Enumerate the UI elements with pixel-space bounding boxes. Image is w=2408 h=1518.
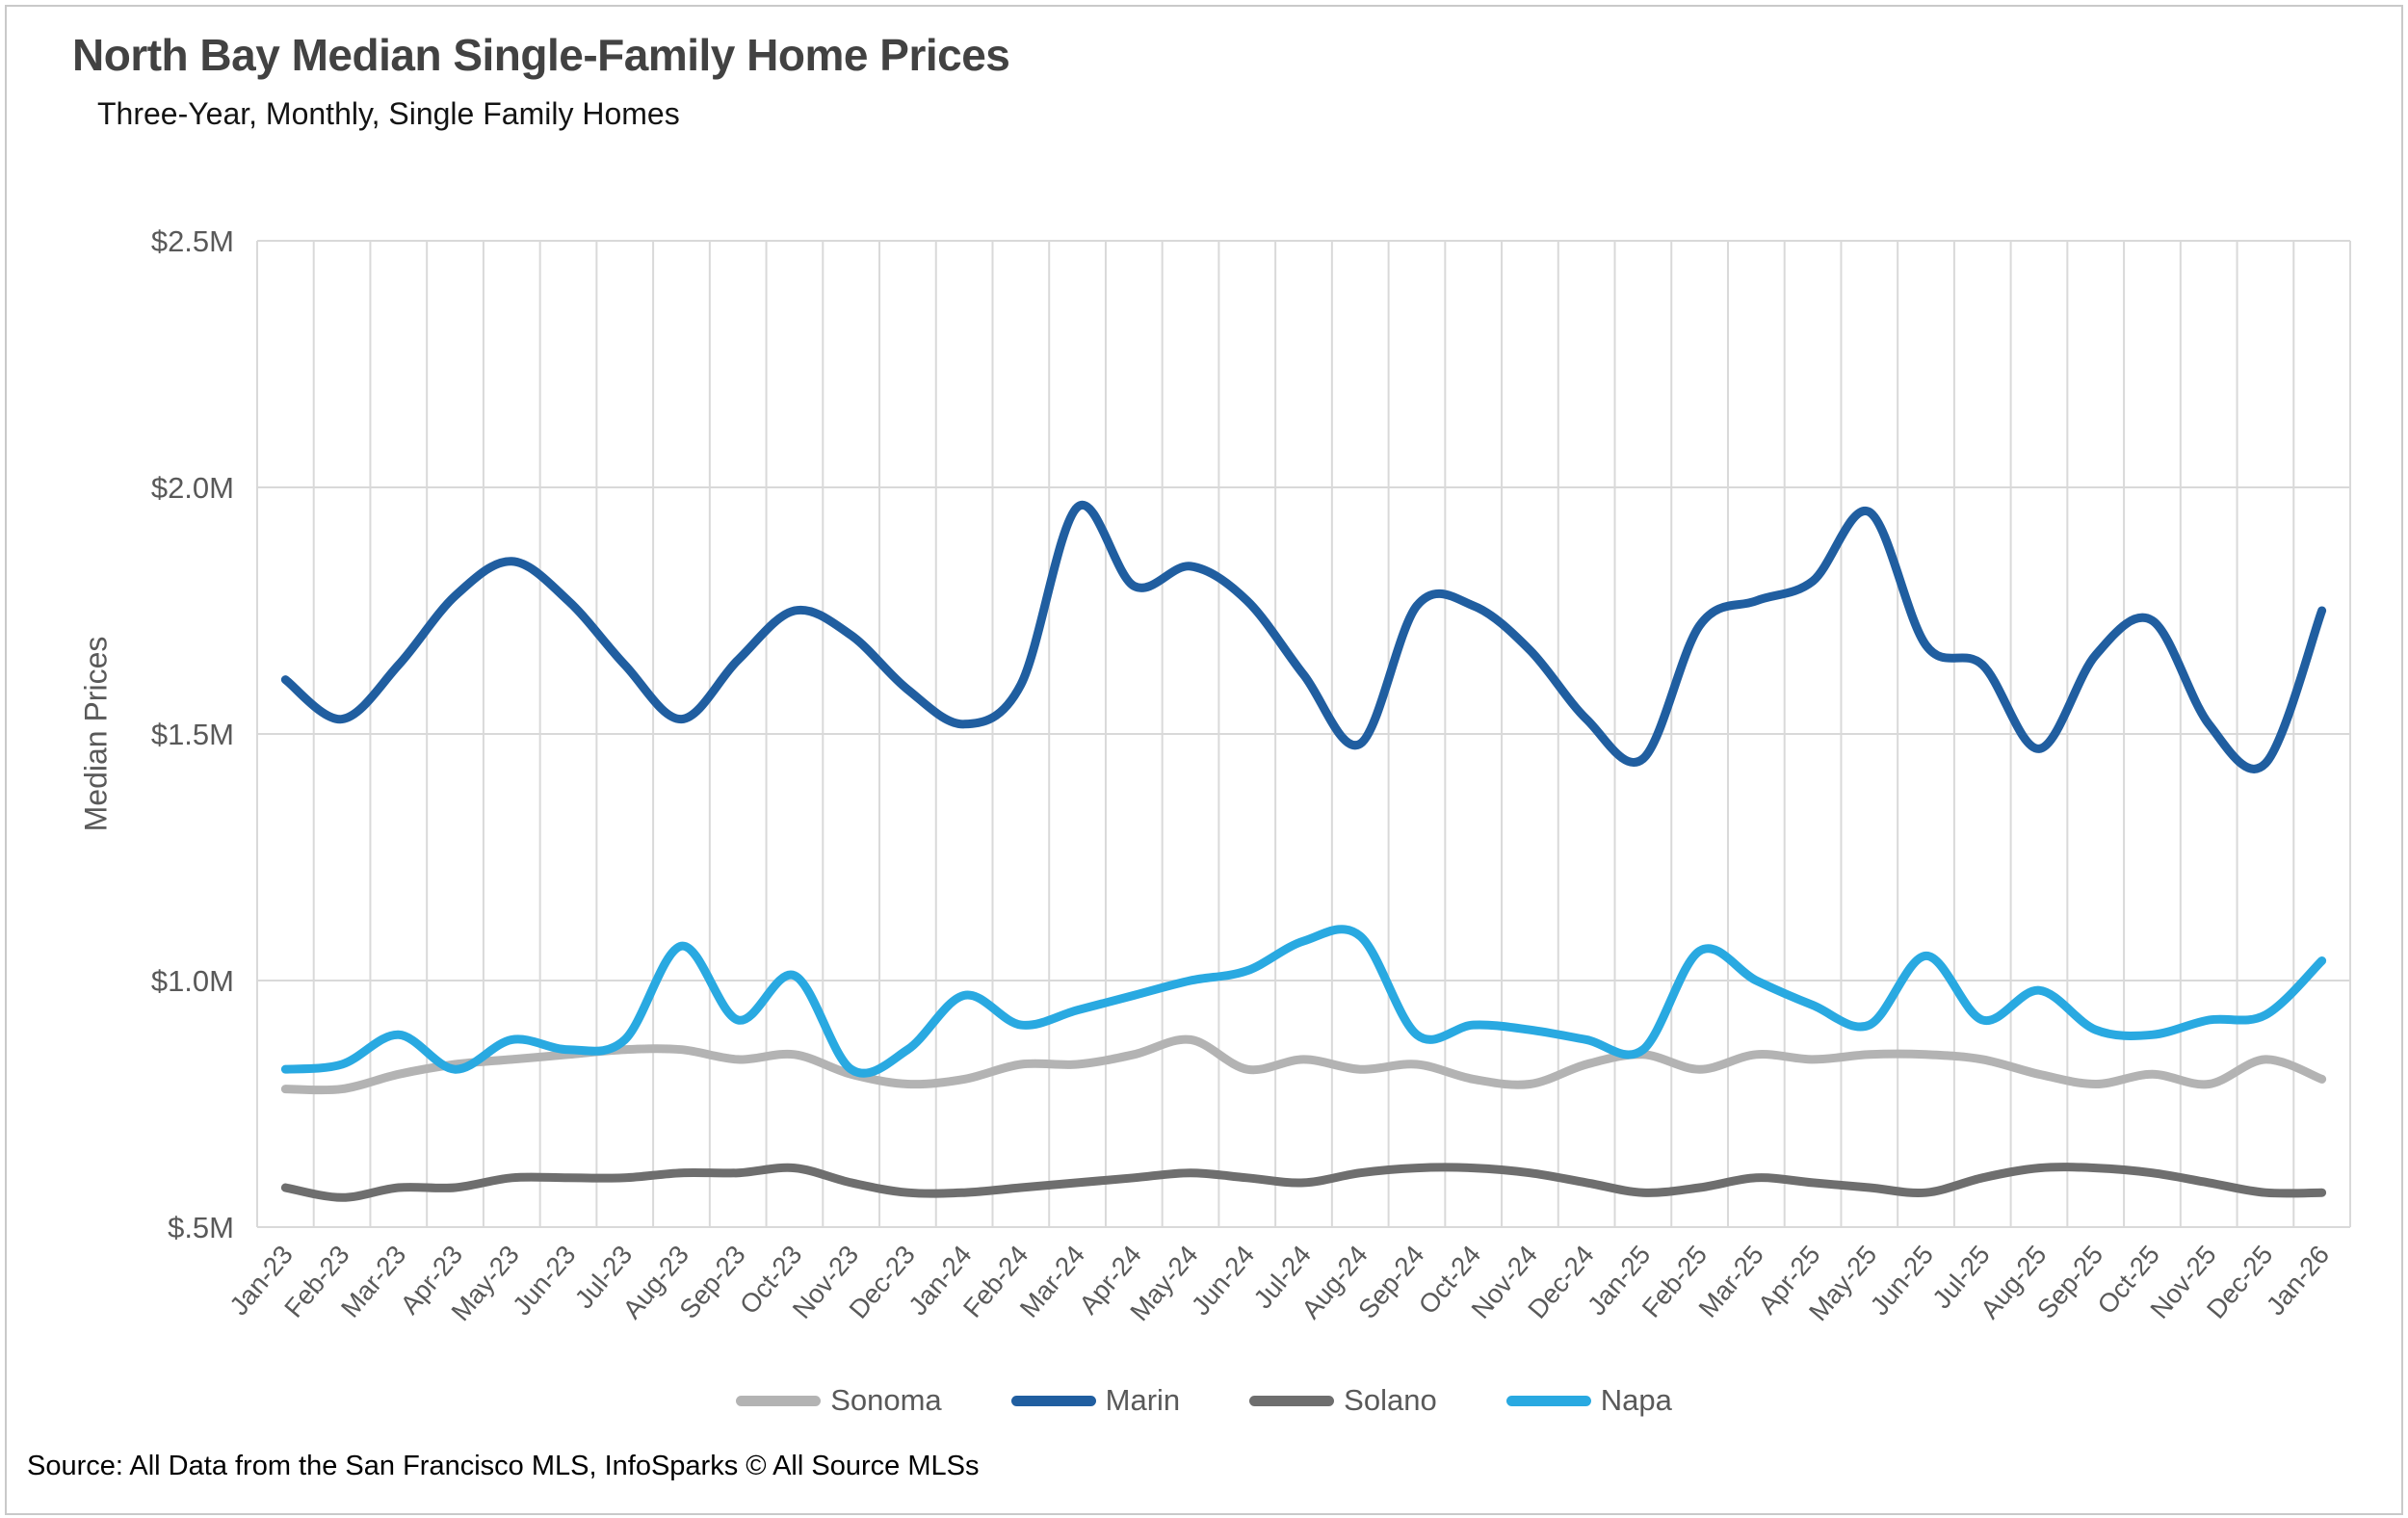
- series-line-solano: [280, 1163, 2327, 1202]
- series-lines-group: [280, 500, 2327, 1202]
- y-tick-label: $2.0M: [151, 471, 234, 505]
- y-tick-label: $1.5M: [151, 718, 234, 751]
- chart-title: North Bay Median Single-Family Home Pric…: [72, 30, 1010, 80]
- y-axis-tick-labels-group: $2.5M $2.0M $1.5M $1.0M $.5M: [151, 224, 234, 1244]
- x-tick-label: Jan-26: [2260, 1240, 2335, 1321]
- legend-label-solano: Solano: [1344, 1383, 1437, 1417]
- y-tick-label: $.5M: [168, 1211, 234, 1244]
- x-tick-label: Jun-24: [1186, 1240, 1261, 1321]
- chart-subtitle: Three-Year, Monthly, Single Family Homes: [97, 96, 680, 131]
- x-tick-label: Jun-25: [1864, 1240, 1939, 1321]
- legend-swatch-solano: [1249, 1395, 1335, 1406]
- legend-item-marin: Marin: [1010, 1383, 1181, 1418]
- legend-item-solano: Solano: [1249, 1383, 1437, 1418]
- legend-swatch-sonoma: [736, 1395, 822, 1406]
- legend-item-napa: Napa: [1505, 1383, 1672, 1418]
- legend-label-napa: Napa: [1600, 1383, 1672, 1417]
- y-tick-label: $2.5M: [151, 224, 234, 258]
- series-line-marin: [280, 500, 2327, 773]
- x-axis-tick-labels-group: Jan-23Feb-23Mar-23Apr-23May-23Jun-23Jul-…: [223, 1240, 2335, 1326]
- x-tick-label: Jun-23: [507, 1240, 582, 1321]
- series-line-napa: [280, 925, 2327, 1078]
- legend-label-sonoma: Sonoma: [830, 1383, 942, 1417]
- source-note: Source: All Data from the San Francisco …: [27, 1451, 980, 1481]
- legend-swatch-napa: [1505, 1395, 1591, 1406]
- legend-label-marin: Marin: [1105, 1383, 1181, 1417]
- gridlines-group: [256, 240, 2351, 1228]
- series-line-sonoma: [280, 1034, 2327, 1095]
- legend-swatch-marin: [1010, 1395, 1096, 1406]
- y-tick-label: $1.0M: [151, 964, 234, 998]
- legend: Sonoma Marin Solano Napa: [0, 1383, 2408, 1418]
- legend-item-sonoma: Sonoma: [736, 1383, 942, 1418]
